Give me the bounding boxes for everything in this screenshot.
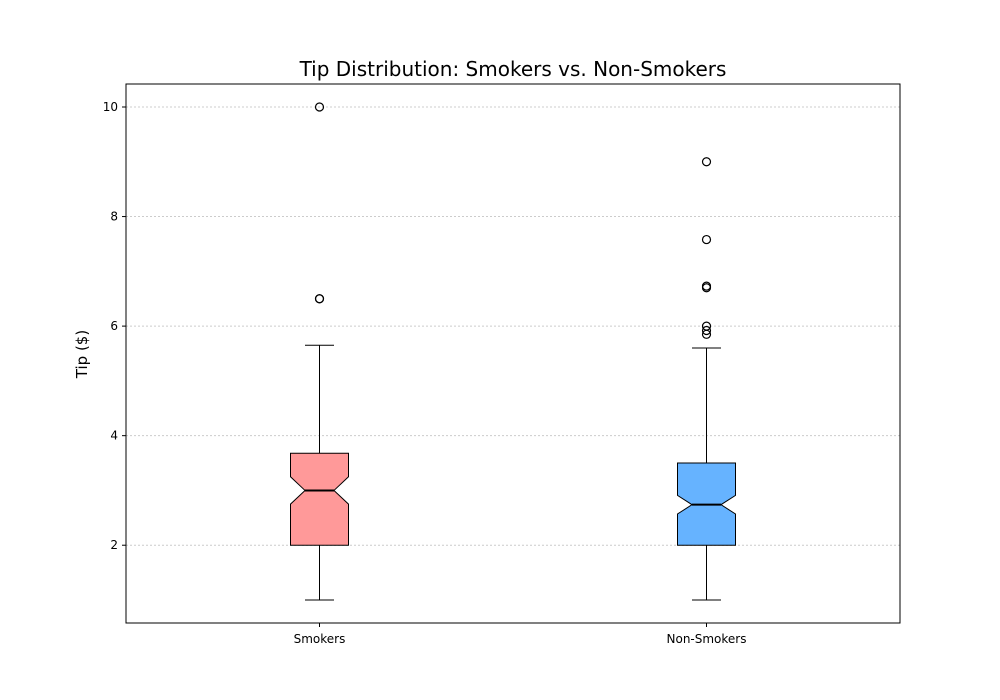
y-tick-label: 10 — [103, 100, 118, 114]
outlier-point — [701, 321, 712, 331]
y-tick-label: 6 — [110, 319, 118, 333]
grid-lines — [126, 106, 900, 546]
outlier-point — [314, 102, 325, 112]
x-tick-label: Non-Smokers — [667, 632, 747, 646]
outlier-point — [314, 294, 325, 304]
outlier-point — [701, 325, 712, 336]
y-tick-label: 8 — [110, 210, 118, 224]
ticks: 2 4 6 8 10 Smokers Non-Smokers — [103, 100, 747, 646]
x-tick-label: Smokers — [294, 632, 346, 646]
chart-title: Tip Distribution: Smokers vs. Non-Smoker… — [299, 57, 727, 81]
box-smokers — [290, 102, 349, 601]
box-body — [290, 452, 349, 546]
boxes — [290, 102, 736, 601]
y-tick-label: 4 — [110, 429, 118, 443]
axes-frame — [125, 83, 901, 624]
outlier-point — [701, 281, 712, 291]
outlier-point — [701, 157, 712, 167]
y-tick-label: 2 — [110, 538, 118, 552]
outlier-point — [701, 234, 712, 245]
box-non-smokers — [677, 157, 736, 601]
y-axis-label: Tip ($) — [73, 330, 91, 379]
